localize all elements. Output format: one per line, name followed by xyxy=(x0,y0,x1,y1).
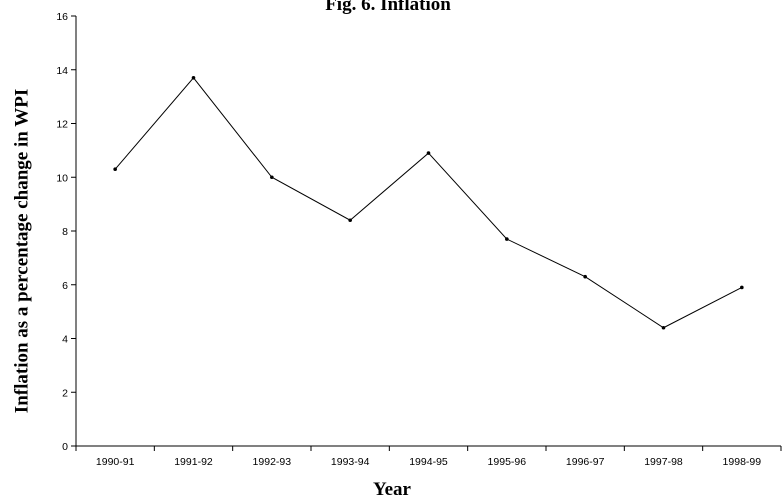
data-point xyxy=(740,285,744,290)
y-tick-label: 6 xyxy=(62,280,68,292)
data-point xyxy=(270,175,274,180)
x-tick-label: 1991-92 xyxy=(174,456,213,468)
chart-title: Fig. 6. Inflation xyxy=(325,0,451,15)
y-tick-label: 10 xyxy=(56,172,68,184)
data-point xyxy=(505,237,509,241)
x-tick-label: 1993-94 xyxy=(331,456,370,468)
x-ticks: 1990-91 1991-92 1992-93 1993-94 1994-95 1995-… xyxy=(75,446,782,468)
y-ticks: 0 2 4 6 8 10 12 14 16 xyxy=(56,11,76,453)
x-tick-label: 1997-98 xyxy=(644,456,683,468)
y-tick-label: 0 xyxy=(62,441,68,453)
y-tick-label: 4 xyxy=(62,334,68,346)
series xyxy=(113,76,744,330)
x-tick-label: 1992-93 xyxy=(253,456,292,468)
data-point xyxy=(113,167,117,171)
x-axis-label: Year xyxy=(373,479,412,498)
data-point xyxy=(661,325,666,330)
x-tick-label: 1990-91 xyxy=(96,456,135,468)
data-point xyxy=(191,76,196,80)
x-tick-label: 1994-95 xyxy=(409,456,448,468)
data-point xyxy=(348,218,352,223)
y-axis-label: Inflation as a percentage change in WPI xyxy=(11,89,32,413)
data-point xyxy=(583,274,587,279)
x-tick-label: 1998-99 xyxy=(723,456,762,468)
y-tick-label: 16 xyxy=(56,11,68,23)
y-tick-label: 2 xyxy=(62,387,68,399)
x-tick-label: 1996-97 xyxy=(566,456,605,468)
y-tick-label: 14 xyxy=(56,65,68,77)
data-point xyxy=(426,151,431,155)
series-line xyxy=(114,77,743,329)
axes xyxy=(75,16,781,447)
y-tick-label: 12 xyxy=(56,119,68,131)
y-tick-label: 8 xyxy=(62,226,68,238)
x-tick-label: 1995-96 xyxy=(488,456,527,468)
